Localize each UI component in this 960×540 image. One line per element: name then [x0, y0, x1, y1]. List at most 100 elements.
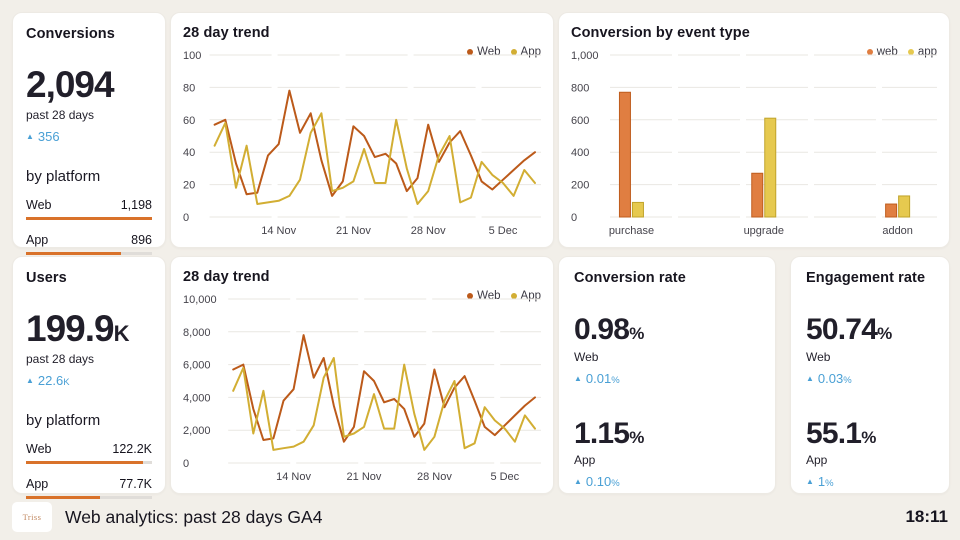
users-delta-value: 22.6 [37, 372, 64, 388]
bar-app-upgrade [764, 117, 777, 218]
rate-delta-value: 0.01 [585, 370, 612, 386]
rate-unit: % [861, 427, 877, 447]
y-axis-label: 6,000 [183, 360, 211, 372]
y-axis-label: 40 [183, 147, 195, 159]
platform-row-app: App 896 [26, 233, 152, 255]
platform-bar-track [26, 251, 152, 255]
users-trend-chart: 0 2,000 4,000 6,000 8,000 10,000 14 Nov 21 Nov 2… [183, 291, 541, 485]
trend-card-title: 28 day trend [183, 269, 270, 285]
platform-row-app: App 77.7K [26, 477, 152, 499]
bar-web-purchase [618, 91, 631, 218]
trend-line-web [213, 89, 536, 197]
trend-line-app [213, 112, 536, 205]
rate-delta: ▲ 0.10% [574, 474, 760, 489]
rate-delta: ▲ 1% [806, 474, 934, 489]
rate-delta-value: 1 [817, 474, 826, 489]
y-axis-label: 20 [183, 180, 195, 192]
conversions-total: 2,094 [26, 65, 152, 105]
y-axis-label: 1,000 [571, 50, 599, 62]
x-axis-label: 14 Nov [276, 471, 311, 483]
users-total: 199.9K [26, 308, 152, 349]
event-type-card-title: Conversion by event type [571, 25, 750, 41]
bar-app-addon [898, 195, 911, 218]
platform-label: App [26, 476, 49, 491]
rate-value: 50.74 [806, 313, 878, 346]
dashboard-title: Web analytics: past 28 days GA4 [65, 506, 323, 527]
bar-web-addon [885, 203, 898, 218]
y-axis-label: 60 [183, 115, 195, 127]
y-axis-label: 100 [183, 50, 201, 62]
chart-svg: 0 20 40 60 80 100 14 Nov 21 Nov 28 Nov 5 Dec [183, 50, 541, 237]
rate-label: Web [806, 349, 831, 364]
platform-bar-fill [26, 216, 152, 220]
users-delta: ▲ 22.6K [26, 373, 152, 388]
conversions-period: past 28 days [26, 107, 95, 122]
users-trend-card: 28 day trend Web App 0 2,000 4,000 6,000 8,0… [170, 256, 554, 494]
rate-label: Web [574, 349, 599, 364]
rate-delta-unit: % [611, 478, 620, 489]
x-axis-label: 5 Dec [489, 225, 518, 237]
conversion-rate-card-title: Conversion rate [574, 270, 686, 286]
web-legend-dot-icon [866, 49, 873, 55]
rate-delta: ▲ 0.01% [574, 371, 760, 386]
rate-delta-value: 0.10 [585, 474, 612, 489]
platform-value: 896 [131, 232, 152, 247]
y-axis-label: 600 [571, 115, 589, 127]
rate-unit: % [629, 427, 645, 447]
engagement-rate-web: 50.74% [806, 314, 934, 346]
x-axis-label: 28 Nov [411, 225, 446, 237]
rate-delta-value: 0.03 [817, 370, 844, 386]
conversions-delta-value: 356 [37, 128, 60, 144]
users-delta-unit: K [63, 376, 70, 388]
platform-bar-track [26, 216, 152, 220]
chart-svg: 0 200 400 600 800 1,000 purchase upgrade addon [571, 50, 937, 237]
chart-svg: 0 2,000 4,000 6,000 8,000 10,000 14 Nov 21 Nov 2… [183, 294, 541, 483]
rate-label: App [574, 453, 596, 467]
app-legend-dot-icon [510, 49, 517, 55]
trend-card-title: 28 day trend [183, 25, 270, 41]
up-arrow-icon: ▲ [806, 373, 814, 383]
engagement-rate-card-title: Engagement rate [806, 270, 926, 286]
bar-app-purchase [631, 201, 644, 218]
platform-value: 77.7K [119, 476, 152, 491]
conversions-trend-card: 28 day trend Web App 0 20 40 60 80 100 14 Nov 2… [170, 12, 554, 248]
rate-delta-unit: % [843, 374, 852, 386]
y-axis-label: 2,000 [183, 425, 211, 437]
y-axis-label: 4,000 [183, 392, 211, 404]
users-card-title: Users [26, 270, 67, 286]
up-arrow-icon: ▲ [26, 375, 34, 385]
x-axis-label: 14 Nov [261, 225, 296, 237]
conversion-rate-web: 0.98% [574, 314, 760, 346]
trend-line-web [232, 334, 536, 443]
users-total-unit: K [113, 321, 130, 346]
web-legend-dot-icon [467, 49, 474, 55]
y-axis-label: 0 [183, 458, 189, 470]
x-axis-label: 21 Nov [336, 225, 371, 237]
y-axis-label: 80 [183, 82, 195, 94]
x-axis-label: addon [882, 225, 913, 237]
rate-label: App [806, 453, 828, 467]
conversion-rate-card: Conversion rate 0.98% Web ▲ 0.01% 1.15% A… [558, 256, 776, 494]
users-by-platform-label: by platform [26, 411, 101, 429]
web-legend-dot-icon [467, 293, 474, 299]
y-axis-label: 0 [571, 212, 577, 224]
users-card: Users 199.9K past 28 days ▲ 22.6K by plat… [12, 256, 166, 499]
platform-row-web: Web 1,198 [26, 198, 152, 220]
rate-delta: ▲ 0.03% [806, 371, 934, 386]
bar-web-upgrade [751, 172, 764, 218]
rate-value: 0.98 [574, 313, 630, 346]
x-axis-label: upgrade [744, 225, 784, 237]
users-total-value: 199.9 [26, 308, 115, 349]
rate-value: 1.15 [574, 416, 630, 450]
engagement-rate-card: Engagement rate 50.74% Web ▲ 0.03% 55.1% … [790, 256, 950, 494]
event-type-chart: 0 200 400 600 800 1,000 purchase upgrade addon [571, 47, 937, 239]
conversions-delta: ▲ 356 [26, 129, 152, 144]
platform-bar-fill [26, 495, 101, 499]
conversions-card: Conversions 2,094 past 28 days ▲ 356 by p… [12, 12, 166, 255]
y-axis-label: 10,000 [183, 294, 217, 306]
up-arrow-icon: ▲ [574, 373, 582, 383]
rate-delta-unit: % [825, 478, 834, 489]
platform-label: App [26, 232, 49, 247]
rate-value: 55.1 [806, 416, 862, 450]
x-axis-label: 28 Nov [417, 471, 452, 483]
